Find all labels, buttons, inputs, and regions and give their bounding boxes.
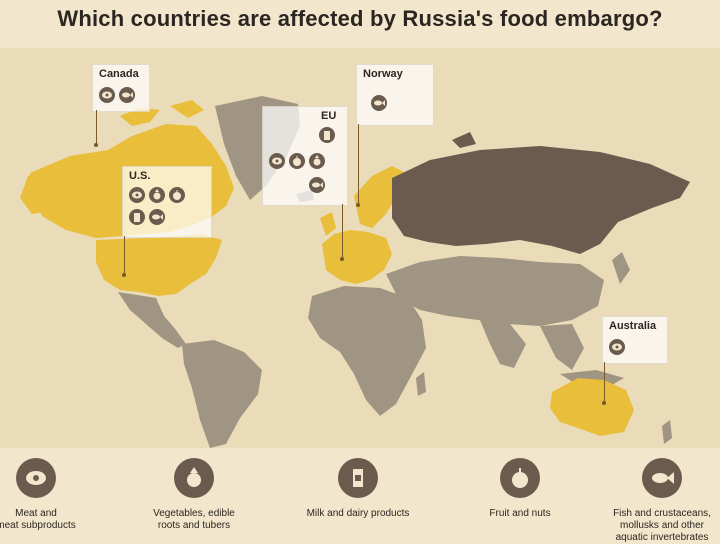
callout-us: U.S. (122, 166, 212, 238)
uk-shape (320, 212, 336, 236)
fruit-icon (289, 153, 305, 169)
legend-label-fish: Fish and crustaceans, mollusks and other… (613, 508, 711, 543)
legend-label-meat: Meat and meat subproducts (0, 508, 76, 531)
callout-norway: Norway (356, 64, 434, 126)
callout-norway-label: Norway (363, 68, 403, 80)
meat-icon (269, 153, 285, 169)
russia-shape (392, 146, 690, 254)
vegetables-icon (149, 187, 165, 203)
fish-icon (309, 177, 325, 193)
legend-label-fruit: Fruit and nuts (489, 508, 551, 519)
arctic-islands-shape (120, 100, 204, 126)
callout-eu: EU (262, 106, 348, 206)
page-title: Which countries are affected by Russia's… (57, 6, 663, 31)
callout-australia-label: Australia (609, 320, 657, 332)
legend-label-vegetables: Vegetables, edible roots and tubers (153, 508, 235, 531)
eu-shape (322, 230, 392, 284)
africa-shape (308, 286, 426, 416)
madagascar-shape (416, 372, 426, 396)
fruit-icon (500, 458, 540, 498)
vegetables-icon (174, 458, 214, 498)
alaska-shape (20, 166, 66, 214)
mexico-shape (118, 292, 186, 348)
south-asia-shape (480, 320, 584, 370)
milk-icon (129, 209, 145, 225)
japan-shape (612, 252, 630, 284)
fish-icon (119, 87, 135, 103)
callout-us-label: U.S. (129, 170, 151, 182)
meat-icon (609, 339, 625, 355)
meat-icon (16, 458, 56, 498)
legend-label-milk: Milk and dairy products (306, 508, 410, 519)
milk-icon (338, 458, 378, 498)
new-zealand-shape (662, 420, 672, 444)
legend-item-fish: Fish and crustaceans, mollusks and other… (590, 458, 720, 544)
russia-islands-shape (452, 132, 476, 148)
legend-item-milk: Milk and dairy products (286, 458, 430, 520)
fish-icon (642, 458, 682, 498)
legend-item-fruit: Fruit and nuts (448, 458, 592, 520)
meat-icon (129, 187, 145, 203)
callout-eu-label: EU (321, 110, 337, 122)
milk-icon (319, 127, 335, 143)
fish-icon (149, 209, 165, 225)
south-america-shape (182, 340, 262, 448)
norway-shape (354, 166, 404, 228)
vegetables-icon (309, 153, 325, 169)
callout-australia: Australia (602, 316, 668, 364)
callout-canada: Canada (92, 64, 150, 112)
legend: Meat and meat subproducts Vegetables, ed… (0, 448, 720, 543)
fruit-icon (169, 187, 185, 203)
legend-item-vegetables: Vegetables, edible roots and tubers (122, 458, 266, 532)
central-asia-shape (386, 256, 604, 326)
meat-icon (99, 87, 115, 103)
fish-icon (371, 95, 387, 111)
australia-shape (550, 378, 634, 436)
legend-item-meat: Meat and meat subproducts (0, 458, 108, 532)
callout-canada-label: Canada (99, 68, 139, 80)
usa-shape (96, 234, 222, 296)
